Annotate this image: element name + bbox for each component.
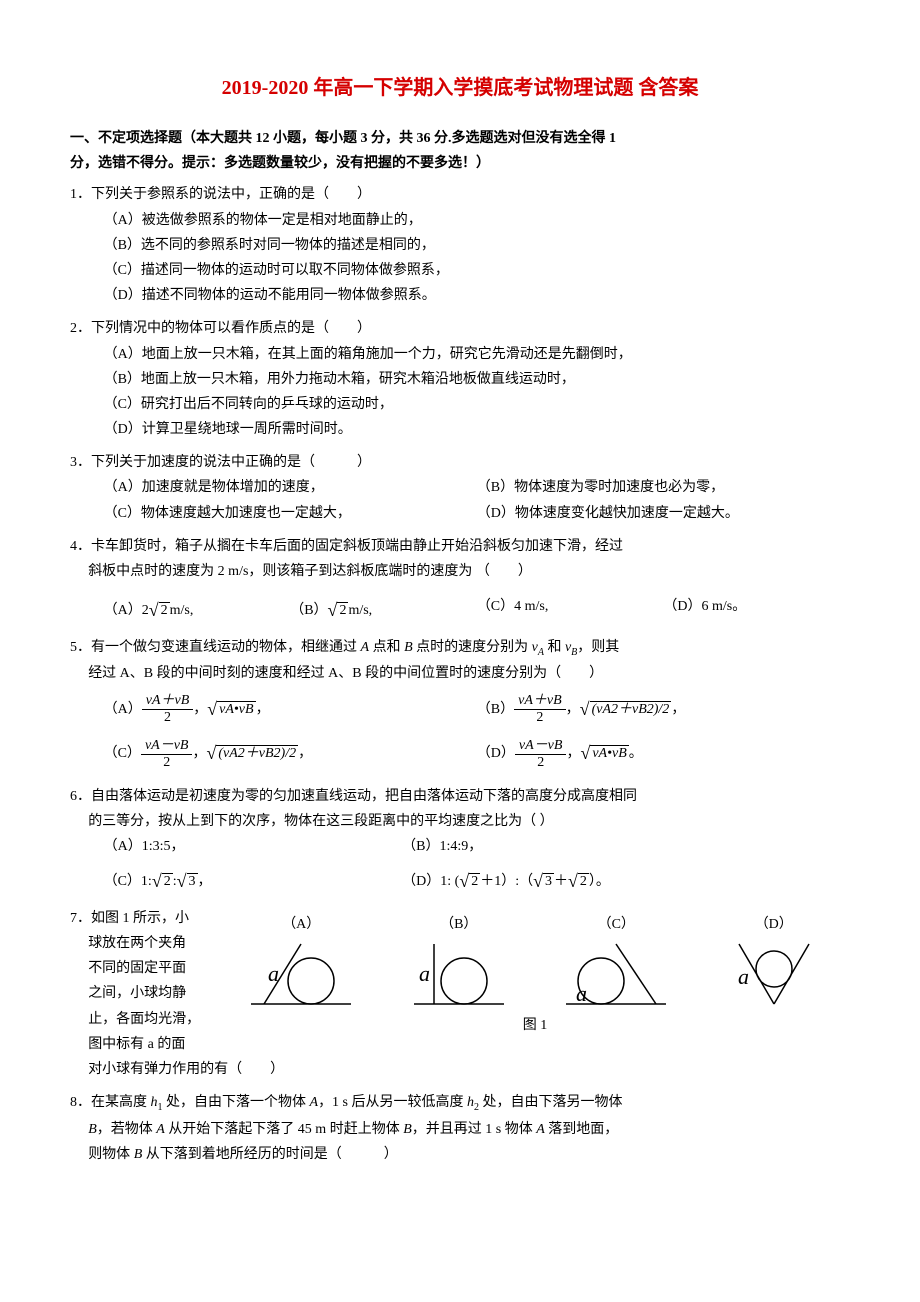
fig1-svg-d: a bbox=[724, 939, 824, 1009]
q4-stem-l1: 4．卡车卸货时，箱子从搁在卡车后面的固定斜板顶端由静止开始沿斜板匀加速下滑，经过 bbox=[70, 534, 850, 559]
fig1-panel-b: （B） a bbox=[409, 912, 509, 1009]
section-header-line1: 一、不定项选择题（本大题共 12 小题，每小题 3 分，共 36 分.多选题选对… bbox=[70, 131, 616, 146]
q1-opt-d: （D）描述不同物体的运动不能用同一物体做参照系。 bbox=[104, 283, 850, 308]
q4-stem-l2: 斜板中点时的速度为 2 m/s，则该箱子到达斜板底端时的速度为 （ ） bbox=[70, 559, 850, 584]
question-2: 2．下列情况中的物体可以看作质点的是（ ） （A）地面上放一只木箱，在其上面的箱… bbox=[70, 316, 850, 442]
q3-opt-c: （C）物体速度越大加速度也一定越大， bbox=[104, 501, 477, 526]
question-4: 4．卡车卸货时，箱子从搁在卡车后面的固定斜板顶端由静止开始沿斜板匀加速下滑，经过… bbox=[70, 534, 850, 627]
q4-opt-d: （D）6 m/s。 bbox=[663, 594, 850, 626]
question-1: 1．下列关于参照系的说法中，正确的是（ ） （A）被选做参照系的物体一定是相对地… bbox=[70, 182, 850, 308]
fig1-panel-c: （C） a bbox=[561, 912, 671, 1009]
q6-opt-b: （B）1:4:9， bbox=[402, 834, 850, 859]
q8-stem-l1: 8．在某高度 h1 处，自由下落一个物体 A，1 s 后从另一较低高度 h2 处… bbox=[70, 1090, 850, 1117]
figure-1: （A） a （B） a bbox=[220, 906, 850, 1038]
q5-stem-l2: 经过 A、B 段的中间时刻的速度和经过 A、B 段的中间位置时的速度分别为（ ） bbox=[70, 661, 850, 686]
svg-text:a: a bbox=[738, 964, 749, 989]
fig1-svg-a: a bbox=[246, 939, 356, 1009]
question-5: 5．有一个做匀变速直线运动的物体，相继通过 A 点和 B 点时的速度分别为 vA… bbox=[70, 635, 850, 776]
q6-stem-l2: 的三等分，按从上到下的次序，物体在这三段距离中的平均速度之比为（ ） bbox=[70, 809, 850, 834]
q3-opt-d: （D）物体速度变化越快加速度一定越大。 bbox=[477, 501, 850, 526]
q7-stem-l7: 对小球有弹力作用的有（ ） bbox=[70, 1057, 850, 1082]
fig1-panel-d: （D） a bbox=[724, 912, 824, 1009]
fig1-panel-a: （A） a bbox=[246, 912, 356, 1009]
q4-opt-a: （A）2√2m/s, bbox=[104, 594, 291, 626]
q5-opt-b: （B）vA＋vB2，√(vA2＋vB2)/2， bbox=[477, 693, 850, 726]
section-header-line2: 分，选错不得分。提示：多选题数量较少，没有把握的不要多选！） bbox=[70, 156, 490, 171]
q1-opt-a: （A）被选做参照系的物体一定是相对地面静止的， bbox=[104, 208, 850, 233]
q5-opt-c: （C）vA－vB2，√(vA2＋vB2)/2， bbox=[104, 737, 477, 770]
q5-stem-l1: 5．有一个做匀变速直线运动的物体，相继通过 A 点和 B 点时的速度分别为 vA… bbox=[70, 635, 850, 662]
q1-stem: 1．下列关于参照系的说法中，正确的是（ ） bbox=[70, 182, 850, 207]
q4-opt-c: （C）4 m/s, bbox=[477, 594, 664, 626]
svg-text:a: a bbox=[576, 981, 587, 1006]
q2-opt-d: （D）计算卫星绕地球一周所需时间时。 bbox=[104, 417, 850, 442]
question-3: 3．下列关于加速度的说法中正确的是（ ） （A）加速度就是物体增加的速度， （B… bbox=[70, 450, 850, 526]
q7-stem-l3: 不同的固定平面 bbox=[70, 956, 220, 981]
fig1-svg-b: a bbox=[409, 939, 509, 1009]
q3-opt-b: （B）物体速度为零时加速度也必为零， bbox=[477, 475, 850, 500]
q7-stem-l1: 7．如图 1 所示，小 bbox=[70, 906, 220, 931]
q1-opt-c: （C）描述同一物体的运动时可以取不同物体做参照系， bbox=[104, 258, 850, 283]
q3-stem: 3．下列关于加速度的说法中正确的是（ ） bbox=[70, 450, 850, 475]
q7-stem-l2: 球放在两个夹角 bbox=[70, 931, 220, 956]
question-7: 7．如图 1 所示，小 球放在两个夹角 不同的固定平面 之间，小球均静 止，各面… bbox=[70, 906, 850, 1082]
q3-opt-a: （A）加速度就是物体增加的速度， bbox=[104, 475, 477, 500]
q7-stem-l5: 止，各面均光滑， bbox=[70, 1007, 220, 1032]
q7-stem-l6: 图中标有 a 的面 bbox=[70, 1032, 220, 1057]
question-8: 8．在某高度 h1 处，自由下落一个物体 A，1 s 后从另一较低高度 h2 处… bbox=[70, 1090, 850, 1167]
section-header: 一、不定项选择题（本大题共 12 小题，每小题 3 分，共 36 分.多选题选对… bbox=[70, 126, 850, 176]
q8-stem-l2: B，若物体 A 从开始下落起下落了 45 m 时赶上物体 B，并且再过 1 s … bbox=[70, 1117, 850, 1142]
q2-opt-a: （A）地面上放一只木箱，在其上面的箱角施加一个力，研究它先滑动还是先翻倒时， bbox=[104, 342, 850, 367]
fig1-svg-c: a bbox=[561, 939, 671, 1009]
q5-opt-d: （D）vA－vB2，√vA•vB。 bbox=[477, 737, 850, 770]
q1-opt-b: （B）选不同的参照系时对同一物体的描述是相同的， bbox=[104, 233, 850, 258]
svg-text:a: a bbox=[268, 961, 279, 986]
q8-stem-l3: 则物体 B 从下落到着地所经历的时间是（ ） bbox=[70, 1142, 850, 1167]
svg-text:a: a bbox=[419, 961, 430, 986]
question-6: 6．自由落体运动是初速度为零的匀加速直线运动，把自由落体运动下落的高度分成高度相… bbox=[70, 784, 850, 898]
q2-stem: 2．下列情况中的物体可以看作质点的是（ ） bbox=[70, 316, 850, 341]
q5-opt-a: （A）vA＋vB2，√vA•vB， bbox=[104, 693, 477, 726]
q7-stem-l4: 之间，小球均静 bbox=[70, 981, 220, 1006]
figure-1-caption: 图 1 bbox=[220, 1013, 850, 1038]
q4-opt-b: （B）√2m/s, bbox=[290, 594, 477, 626]
q6-opt-c: （C）1:√2:√3， bbox=[104, 865, 403, 897]
q2-opt-c: （C）研究打出后不同转向的乒乓球的运动时， bbox=[104, 392, 850, 417]
q6-stem-l1: 6．自由落体运动是初速度为零的匀加速直线运动，把自由落体运动下落的高度分成高度相… bbox=[70, 784, 850, 809]
q6-opt-a: （A）1:3:5， bbox=[104, 834, 403, 859]
q6-opt-d: （D）1: (√2＋1）:（√3＋√2）。 bbox=[402, 865, 850, 897]
page-title: 2019-2020 年高一下学期入学摸底考试物理试题 含答案 bbox=[70, 70, 850, 106]
q2-opt-b: （B）地面上放一只木箱，用外力拖动木箱，研究木箱沿地板做直线运动时， bbox=[104, 367, 850, 392]
